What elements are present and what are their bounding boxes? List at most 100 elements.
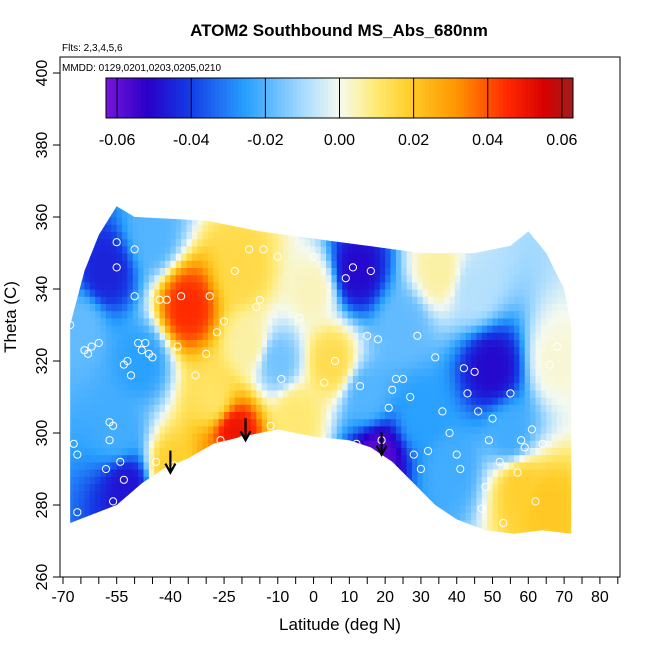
heatmap-cell <box>100 440 107 448</box>
heatmap-cell <box>358 526 365 534</box>
heatmap-cell <box>530 209 537 218</box>
heatmap-cell <box>540 332 547 340</box>
heatmap-cell <box>256 389 263 398</box>
heatmap-cell <box>63 224 69 232</box>
heatmap-cell <box>63 527 69 535</box>
heatmap-cell <box>423 195 429 203</box>
heatmap-cell <box>336 260 343 268</box>
heatmap-cell <box>218 375 225 384</box>
heatmap-cell <box>181 281 188 290</box>
heatmap-cell <box>132 512 139 520</box>
heatmap-cell <box>170 425 177 434</box>
heatmap-cell <box>170 411 177 420</box>
heatmap-cell <box>175 440 182 448</box>
heatmap-cell <box>385 281 392 290</box>
heatmap-cell <box>342 317 349 326</box>
heatmap-cell <box>148 217 155 225</box>
heatmap-cell <box>197 289 204 297</box>
heatmap-cell <box>390 325 397 333</box>
heatmap-cell <box>148 209 155 218</box>
heatmap-cell <box>385 440 392 448</box>
heatmap-cell <box>116 411 123 420</box>
heatmap-cell <box>567 317 572 326</box>
colorbar-segment <box>187 78 193 118</box>
heatmap-cell <box>395 281 402 290</box>
heatmap-cell <box>148 440 155 448</box>
heatmap-cell <box>213 260 220 268</box>
heatmap-cell <box>540 281 547 290</box>
heatmap-cell <box>70 353 75 362</box>
heatmap-cell <box>170 361 177 369</box>
heatmap-cell <box>261 397 268 405</box>
heatmap-cell <box>465 469 472 477</box>
heatmap-cell <box>379 526 386 534</box>
heatmap-cell <box>240 512 247 520</box>
heatmap-cell <box>514 206 520 211</box>
heatmap-cell <box>369 195 375 203</box>
heatmap-cell <box>304 339 311 348</box>
heatmap-cell <box>508 512 515 520</box>
heatmap-cell <box>433 454 440 463</box>
heatmap-cell <box>417 454 424 463</box>
heatmap-cell <box>379 476 386 484</box>
heatmap-cell <box>122 281 129 290</box>
sample-point <box>363 331 372 340</box>
heatmap-cell <box>304 245 311 254</box>
heatmap-cell <box>497 505 504 513</box>
heatmap-cell <box>250 526 257 534</box>
colorbar-segment <box>343 78 348 118</box>
heatmap-cell <box>546 497 553 506</box>
heatmap-cell <box>143 253 150 261</box>
heatmap-cell <box>170 253 177 261</box>
heatmap-cell <box>412 209 418 218</box>
heatmap-cell <box>449 206 456 211</box>
sample-points <box>66 238 562 528</box>
heatmap-cell <box>224 310 231 319</box>
heatmap-cell <box>304 461 311 470</box>
heatmap-cell <box>551 382 558 391</box>
heatmap-cell <box>267 353 273 362</box>
heatmap-cell <box>454 274 461 283</box>
heatmap-cell <box>218 447 225 456</box>
heatmap-cell <box>116 260 123 268</box>
heatmap-cell <box>63 239 69 247</box>
heatmap-cell <box>363 440 370 448</box>
heatmap-cell <box>428 483 435 492</box>
heatmap-cell <box>245 519 252 528</box>
heatmap-cell <box>175 382 182 391</box>
sample-point <box>266 421 275 430</box>
heatmap-cell <box>250 368 257 376</box>
colorbar-segment <box>218 78 224 118</box>
heatmap-cell <box>106 274 112 283</box>
heatmap-cell <box>551 231 558 240</box>
heatmap-cell <box>122 483 129 492</box>
heatmap-cell <box>417 224 424 232</box>
sample-point <box>101 464 111 474</box>
heatmap-cell <box>192 534 198 542</box>
heatmap-cell <box>165 447 171 456</box>
heatmap-cell <box>342 267 349 276</box>
heatmap-cell <box>89 325 96 333</box>
heatmap-cell <box>444 505 451 513</box>
heatmap-cell <box>358 490 365 499</box>
heatmap-cell <box>224 289 231 297</box>
heatmap-cell <box>229 217 236 225</box>
heatmap-cell <box>487 404 494 412</box>
heatmap-cell <box>406 469 413 477</box>
heatmap-cell <box>181 512 188 520</box>
heatmap-cell <box>111 368 118 376</box>
heatmap-cell <box>133 534 139 542</box>
colorbar-segment <box>397 78 403 118</box>
heatmap-cell <box>272 397 279 405</box>
heatmap-cell <box>406 490 413 499</box>
heatmap-cell <box>412 433 418 441</box>
heatmap-cell <box>476 534 482 542</box>
heatmap-cell <box>406 303 413 312</box>
heatmap-cell <box>433 317 440 326</box>
heatmap-cell <box>73 440 80 448</box>
heatmap-cell <box>347 490 354 499</box>
heatmap-cell <box>556 317 563 326</box>
heatmap-cell <box>315 310 322 319</box>
heatmap-cell <box>546 440 553 448</box>
heatmap-cell <box>503 534 509 542</box>
